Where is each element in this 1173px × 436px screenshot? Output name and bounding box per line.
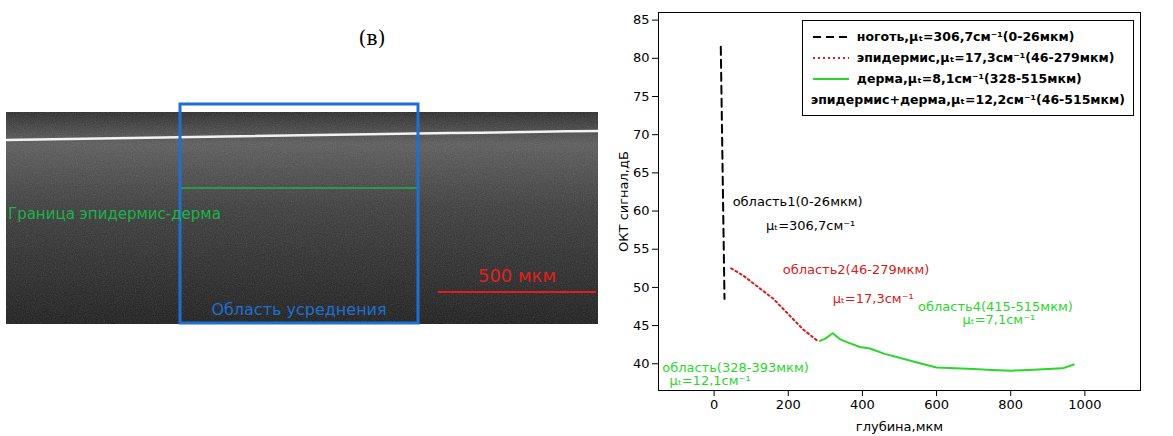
svg-text:45: 45 bbox=[633, 318, 650, 333]
svg-text:1000: 1000 bbox=[1068, 397, 1101, 412]
html-text:дерма,μₜ=8,1см⁻¹(328-515мкм): дерма,μₜ=8,1см⁻¹(328-515мкм) bbox=[856, 71, 1082, 86]
svg-text:60: 60 bbox=[633, 203, 650, 218]
svg-text:μₜ=306,7см⁻¹: μₜ=306,7см⁻¹ bbox=[766, 218, 855, 233]
svg-text:Граница эпидермис-дерма: Граница эпидермис-дерма bbox=[8, 205, 221, 223]
svg-text:400: 400 bbox=[850, 397, 875, 412]
svg-text:500 мкм: 500 мкм bbox=[478, 265, 556, 286]
svg-text:область4(415-515мкм): область4(415-515мкм) bbox=[918, 299, 1073, 314]
svg-text:85: 85 bbox=[633, 12, 650, 27]
svg-text:μₜ=7,1см⁻¹: μₜ=7,1см⁻¹ bbox=[963, 312, 1036, 327]
svg-text:200: 200 bbox=[776, 397, 801, 412]
svg-text:0: 0 bbox=[710, 397, 718, 412]
svg-text:μₜ=12,1см⁻¹: μₜ=12,1см⁻¹ bbox=[670, 373, 751, 388]
html-text:ноготь,μₜ=306,7см⁻¹(0-26мкм): ноготь,μₜ=306,7см⁻¹(0-26мкм) bbox=[856, 29, 1075, 44]
svg-text:600: 600 bbox=[924, 397, 949, 412]
svg-text:μₜ=17,3см⁻¹: μₜ=17,3см⁻¹ bbox=[833, 291, 914, 306]
svg-text:70: 70 bbox=[633, 127, 650, 142]
svg-text:80: 80 bbox=[633, 50, 650, 65]
html-text:эпидермис+дерма,μₜ=12,2см⁻¹(46: эпидермис+дерма,μₜ=12,2см⁻¹(46-515мкм) bbox=[810, 92, 1125, 107]
html-text:эпидермис,μₜ=17,3см⁻¹(46-279мк: эпидермис,μₜ=17,3см⁻¹(46-279мкм) bbox=[856, 50, 1115, 65]
svg-text:область1(0-26мкм): область1(0-26мкм) bbox=[733, 194, 863, 209]
svg-text:область2(46-279мкм): область2(46-279мкм) bbox=[783, 262, 930, 277]
svg-text:Область усреднения: Область усреднения bbox=[211, 300, 386, 319]
svg-text:ОКТ сигнал,дБ: ОКТ сигнал,дБ bbox=[616, 151, 631, 252]
svg-text:65: 65 bbox=[633, 165, 650, 180]
svg-text:75: 75 bbox=[633, 89, 650, 104]
svg-text:40: 40 bbox=[633, 356, 650, 371]
svg-text:область(328-393мкм): область(328-393мкм) bbox=[662, 359, 809, 375]
svg-text:800: 800 bbox=[998, 397, 1023, 412]
svg-text:55: 55 bbox=[633, 241, 650, 256]
svg-text:глубина,мкм: глубина,мкм bbox=[856, 419, 943, 434]
svg-text:(в): (в) bbox=[359, 26, 386, 50]
svg-text:50: 50 bbox=[633, 280, 650, 295]
